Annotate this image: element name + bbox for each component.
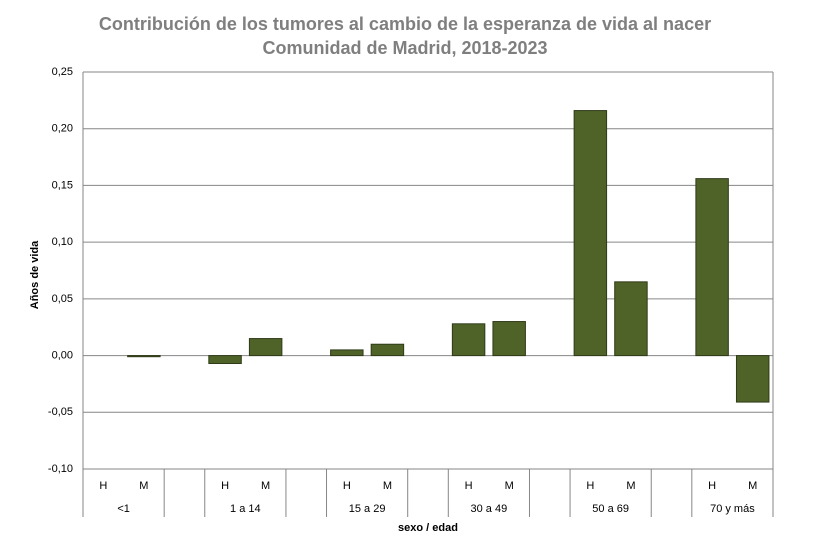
bar bbox=[248, 338, 283, 357]
y-tick-label: 0,00 bbox=[52, 349, 73, 361]
bar bbox=[614, 281, 648, 357]
group-label: 30 a 49 bbox=[471, 503, 508, 515]
x-tick-label: M bbox=[139, 480, 148, 492]
bar bbox=[127, 355, 161, 358]
x-tick-label: M bbox=[383, 480, 392, 492]
x-tick-label: M bbox=[626, 480, 635, 492]
x-tick-label: H bbox=[586, 480, 594, 492]
chart-title: Contribución de los tumores al cambio de… bbox=[99, 14, 711, 34]
x-tick-label: H bbox=[99, 480, 107, 492]
group-label: 50 a 69 bbox=[592, 503, 629, 515]
group-label: 1 a 14 bbox=[230, 503, 261, 515]
y-tick-label: 0,25 bbox=[52, 66, 73, 78]
bar bbox=[208, 355, 242, 365]
x-tick-label: H bbox=[221, 480, 229, 492]
y-tick-label: -0,10 bbox=[48, 463, 73, 475]
bar bbox=[695, 178, 729, 357]
y-tick-label: 0,15 bbox=[52, 179, 73, 191]
bar bbox=[451, 323, 486, 357]
x-tick-label: H bbox=[465, 480, 473, 492]
y-tick-label: 0,20 bbox=[52, 123, 73, 135]
x-tick-label: M bbox=[505, 480, 514, 492]
group-label: 70 y más bbox=[710, 503, 755, 515]
x-tick-label: M bbox=[261, 480, 270, 492]
y-tick-label: -0,05 bbox=[48, 406, 73, 418]
x-tick-label: H bbox=[708, 480, 716, 492]
bar bbox=[573, 110, 608, 357]
x-tick-label: M bbox=[748, 480, 757, 492]
bar bbox=[492, 321, 526, 357]
y-axis-title: Años de vida bbox=[29, 240, 41, 309]
group-label: <1 bbox=[117, 503, 130, 515]
x-tick-label: H bbox=[343, 480, 351, 492]
bar bbox=[735, 355, 770, 403]
bar bbox=[330, 349, 364, 357]
y-tick-label: 0,10 bbox=[52, 236, 73, 248]
group-label: 15 a 29 bbox=[349, 503, 386, 515]
chart-subtitle: Comunidad de Madrid, 2018-2023 bbox=[262, 38, 547, 58]
bar bbox=[370, 343, 405, 357]
x-axis-title: sexo / edad bbox=[398, 522, 458, 534]
y-tick-label: 0,05 bbox=[52, 293, 73, 305]
